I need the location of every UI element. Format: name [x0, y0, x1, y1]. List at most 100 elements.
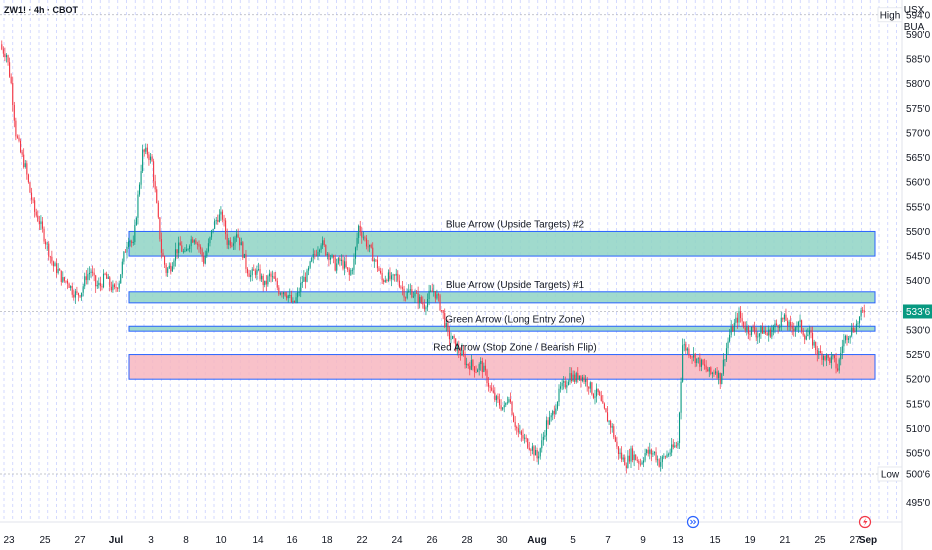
candle-body: [20, 140, 22, 153]
candle-body: [82, 286, 84, 293]
replay-icon[interactable]: [686, 515, 700, 529]
time-tick-label: 22: [356, 535, 368, 546]
candle-body: [298, 292, 300, 293]
zone-rect: [128, 291, 876, 304]
candle-body: [816, 350, 818, 355]
candle-body: [506, 402, 508, 404]
candle-body: [12, 83, 14, 106]
price-tick-label: 570'0: [906, 128, 931, 139]
candle-body: [621, 452, 623, 460]
candle-body: [270, 273, 272, 277]
candle-body: [826, 354, 828, 360]
candle-body: [367, 246, 369, 248]
candle-body: [757, 336, 759, 338]
candle-body: [348, 269, 350, 275]
candle-body: [561, 382, 563, 387]
candle-body: [419, 296, 421, 304]
candle-body: [317, 251, 319, 256]
candle-body: [411, 289, 413, 298]
candle-body: [779, 326, 781, 328]
price-tick-label: 560'0: [906, 178, 931, 189]
candle-body: [714, 371, 717, 374]
candle-body: [365, 238, 368, 247]
candle-body: [1, 44, 3, 50]
candle-body: [32, 199, 34, 201]
candle-body: [697, 357, 699, 359]
candle-body: [422, 302, 424, 305]
candle-body: [483, 365, 485, 372]
price-axis[interactable]: 590'0 585'0 580'0 575'0 570'0 565'0 560'0 555'0…: [906, 30, 931, 509]
time-tick-label: 23: [3, 535, 15, 546]
candle-body: [652, 453, 654, 455]
candle-body: [95, 275, 97, 287]
candle-body: [437, 294, 440, 296]
candle-body: [431, 290, 433, 293]
candle-body: [638, 460, 640, 464]
candle-body: [342, 259, 344, 269]
candle-body: [386, 280, 388, 281]
candle-body: [364, 237, 366, 239]
candle-body: [400, 286, 402, 288]
candle-body: [627, 455, 629, 468]
candle-body: [206, 251, 208, 257]
candle-body: [71, 285, 73, 295]
candle-body: [719, 372, 721, 384]
candle-body: [492, 390, 494, 393]
candle-body: [38, 221, 40, 225]
candle-body: [225, 220, 227, 235]
candle-body: [754, 327, 756, 333]
candle-body: [320, 245, 322, 250]
candle-body: [171, 266, 173, 272]
candle-body: [250, 275, 252, 277]
candle-body: [782, 317, 784, 320]
candle-body: [611, 426, 613, 428]
candle-body: [173, 260, 175, 267]
candle-body: [215, 219, 217, 221]
candle-body: [261, 275, 263, 280]
candle-body: [843, 340, 845, 347]
candle-body: [73, 294, 75, 298]
candle-body: [123, 251, 125, 262]
lightning-icon[interactable]: [858, 515, 872, 529]
candle-body: [541, 440, 543, 449]
candle-body: [232, 243, 234, 246]
candle-body: [159, 217, 161, 240]
candle-body: [325, 245, 327, 256]
candle-body: [93, 272, 95, 276]
candle-body: [588, 386, 590, 389]
candle-body: [383, 280, 385, 282]
candle-body: [464, 355, 466, 365]
candle-body: [284, 292, 286, 296]
candle-body: [516, 426, 518, 429]
candle-body: [153, 161, 155, 182]
candle-body: [242, 242, 244, 259]
high-label: High: [880, 10, 901, 21]
candle-body: [503, 405, 505, 408]
candle-body: [52, 261, 54, 267]
candle-body: [508, 399, 510, 403]
candle-body: [287, 295, 289, 299]
candle-body: [746, 326, 748, 331]
candle-body: [347, 267, 349, 270]
candle-body: [632, 448, 634, 461]
candle-body: [520, 431, 522, 436]
candle-body: [848, 338, 850, 340]
candle-body: [26, 163, 28, 175]
price-markers: High Low 594'0 500'6 533'6: [877, 7, 932, 482]
candle-body: [808, 330, 810, 335]
candle-body: [448, 330, 450, 340]
candle-body: [251, 269, 253, 276]
candle-body: [469, 365, 471, 370]
candle-body: [450, 338, 452, 340]
price-tick-label: 575'0: [906, 104, 931, 115]
time-tick-label: 27: [849, 535, 861, 546]
candle-body: [331, 255, 333, 258]
candle-body: [466, 363, 468, 365]
candle-body: [304, 276, 306, 282]
candle-body: [517, 428, 519, 433]
candle-body: [416, 292, 418, 294]
time-axis[interactable]: 23 25 27 Jul 3 8 10 14 16 18 22 24 26 28 30 Aug 5 7 9 13 15 1…: [3, 535, 877, 546]
candle-body: [176, 249, 178, 254]
price-tick-label: 590'0: [906, 30, 931, 41]
candle-body: [217, 219, 219, 222]
